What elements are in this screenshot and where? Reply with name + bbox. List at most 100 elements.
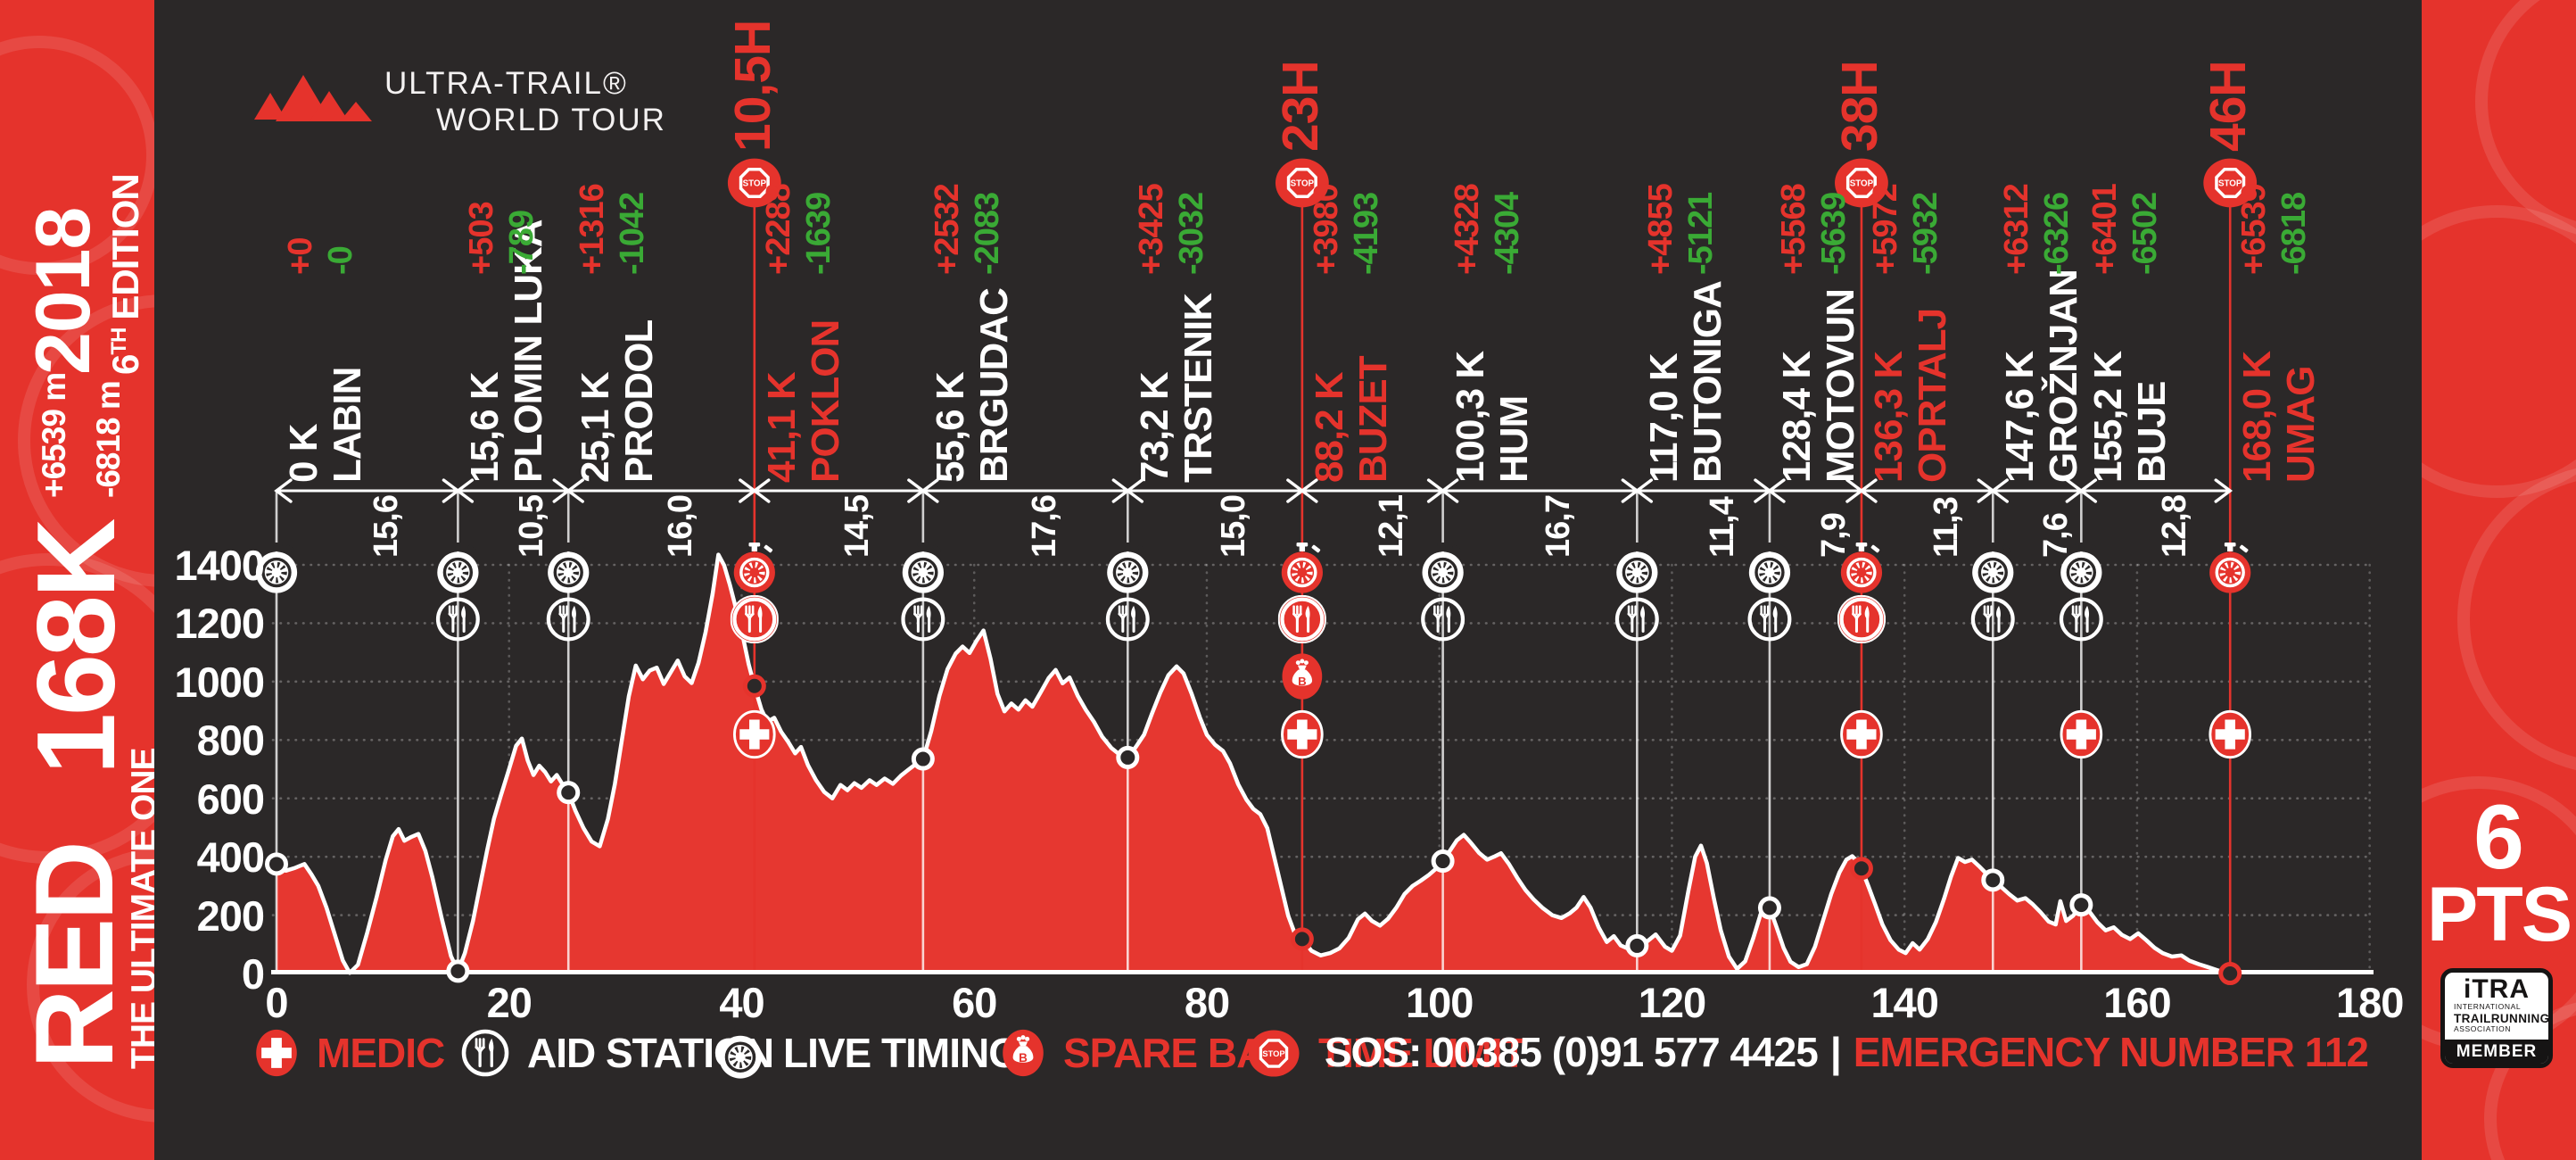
stop-sign-icon [727, 158, 781, 208]
legend-item-stop: TIME LIMIT [1245, 1023, 1527, 1083]
elevation-outline [271, 552, 2374, 976]
checkpoint-marker [1431, 849, 1455, 874]
total-gain: +6539 m [36, 372, 72, 498]
emergency-number: EMERGENCY NUMBER 112 [1853, 1029, 2369, 1075]
itra-points: 6 PTS [2422, 786, 2576, 957]
timing-icon [719, 1026, 762, 1079]
race-name: RED [13, 843, 136, 1069]
checkpoint-marker [1981, 868, 2005, 892]
arrow-chevron [2065, 478, 2098, 503]
legend-item-timing: LIVE TIMING [714, 1023, 1020, 1083]
edition-year: 2018 [21, 207, 106, 375]
timing-icon [255, 543, 298, 593]
timing-icon [437, 543, 479, 593]
checkpoint-marker [446, 959, 470, 983]
points-label: PTS [2426, 871, 2572, 957]
checkpoint-marker [911, 747, 935, 771]
legend-label: LIVE TIMING [783, 1030, 1020, 1076]
timing-icon [733, 543, 775, 593]
medic-icon [256, 1029, 297, 1077]
bag-icon [1282, 653, 1323, 700]
checkpoint-marker [557, 781, 581, 805]
logo-line1: ULTRA-TRAIL® [384, 66, 628, 101]
medic-icon [2209, 711, 2250, 758]
arrow-chevron [1111, 478, 1144, 503]
arrow-chevron [442, 478, 475, 503]
itra-logo: iTRA [2464, 974, 2530, 1004]
checkpoint-marker [1290, 927, 1314, 951]
aid-icon [731, 595, 778, 643]
medic-icon [734, 711, 775, 758]
emblem-ring [2475, 0, 2576, 239]
timing-icon [548, 543, 590, 593]
aid-icon [1278, 595, 1326, 643]
timing-icon [902, 543, 944, 593]
emblem-ring [2422, 205, 2576, 498]
checkpoint-marker [1849, 857, 1873, 881]
timing-icon [1281, 543, 1323, 593]
timing-icon [2060, 543, 2102, 593]
arrow-chevron [2214, 478, 2233, 503]
checkpoint-markers [265, 674, 2242, 985]
timing-icon [1972, 543, 2014, 593]
stop-sign-icon [1275, 158, 1329, 208]
bag-icon [1003, 1029, 1044, 1077]
sos-phone: SOS: 00385 (0)91 577 4425 [1324, 1029, 1819, 1075]
arrow-chevron [1754, 478, 1786, 503]
logo-line2: WORLD TOUR [436, 103, 666, 137]
edition-label: 6THEDITION [104, 174, 146, 375]
arrow-chevron [1845, 478, 1878, 503]
sos-divider: | [1829, 1029, 1842, 1075]
stop-icon [1248, 1029, 1300, 1077]
legend-item-medic: MEDIC [252, 1023, 445, 1083]
utwt-mountains-icon [254, 75, 372, 121]
arrow-chevron [274, 478, 293, 503]
race-distance: 168K [15, 520, 138, 775]
elevation-line [274, 552, 2233, 976]
timing-icon [1748, 543, 1791, 593]
race-subtitle: THE ULTIMATE ONE [125, 748, 154, 1069]
timing-icon [1107, 543, 1149, 593]
checkpoint-icons [255, 158, 2258, 758]
timing-icon [1840, 543, 1883, 593]
elevation-fill [277, 554, 2231, 974]
itra-member-badge: iTRA INTERNATIONAL TRAILRUNNING ASSOCIAT… [2440, 968, 2553, 1068]
aid-icon [459, 1027, 511, 1079]
medic-icon [1282, 711, 1323, 758]
timing-icon [2209, 543, 2251, 593]
checkpoint-marker [1116, 745, 1140, 769]
medic-icon [2060, 711, 2101, 758]
emblem-ring [2457, 464, 2576, 775]
checkpoint-marker [265, 852, 288, 876]
legend-label: TIME LIMIT [1318, 1030, 1527, 1076]
elevation-area [277, 554, 2231, 974]
total-loss: -6818 m [90, 381, 127, 498]
itra-member-label: MEMBER [2445, 1040, 2548, 1064]
points-value: 6 [2473, 786, 2524, 888]
right-sidebar: 6 PTS iTRA INTERNATIONAL TRAILRUNNING AS… [2422, 0, 2576, 1160]
sos-line: SOS: 00385 (0)91 577 4425 | EMERGENCY NUMB… [1324, 1028, 2369, 1076]
aid-icon [1837, 595, 1886, 643]
arrow-chevron [907, 478, 939, 503]
timing-icon [1616, 543, 1658, 593]
left-sidebar: 2018 6THEDITION +6539 m -6818 m 168K RED… [0, 0, 154, 1160]
arrow-chevron [1426, 478, 1459, 503]
arrow-chevron [552, 478, 584, 503]
checkpoint-marker [742, 674, 766, 698]
arrow-chevron [1621, 478, 1654, 503]
stop-sign-icon [1835, 158, 1888, 208]
checkpoint-marker [1625, 933, 1649, 957]
checkpoint-marker [2218, 962, 2242, 985]
arrow-chevron [739, 478, 771, 503]
arrow-chevron [1286, 478, 1318, 503]
stop-sign-icon [2203, 158, 2258, 208]
medic-icon [1841, 711, 1882, 758]
arrow-chevron [1977, 478, 2009, 503]
distance-arrow-line [274, 478, 2233, 503]
utwt-logo: ULTRA-TRAIL® WORLD TOUR [252, 66, 666, 136]
legend-label: MEDIC [317, 1030, 445, 1076]
timing-icon [1422, 543, 1464, 593]
checkpoint-marker [1757, 896, 1781, 920]
